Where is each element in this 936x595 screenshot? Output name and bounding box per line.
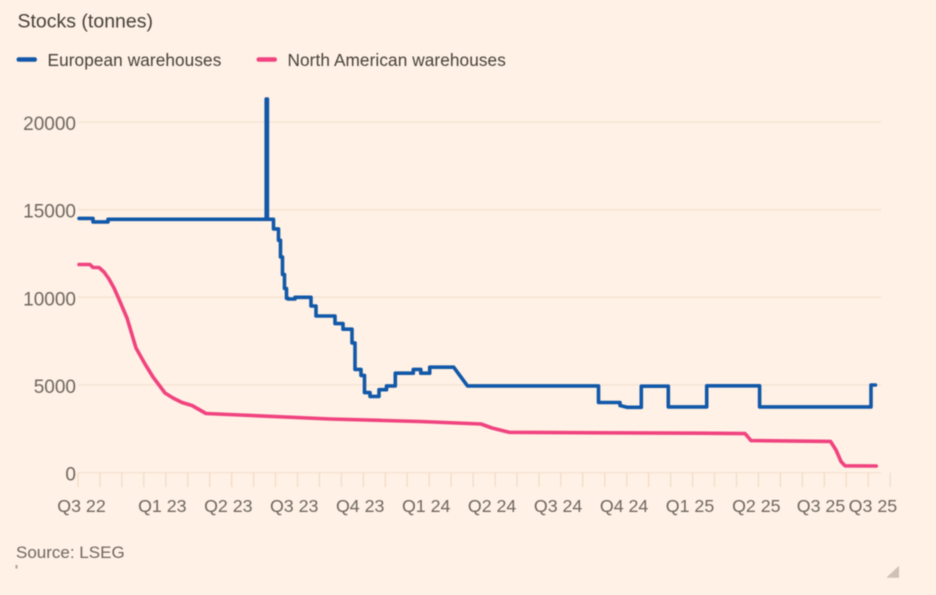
svg-text:Q1 24: Q1 24 <box>402 496 451 516</box>
svg-text:Q4 24: Q4 24 <box>600 496 649 516</box>
svg-text:Q2 25: Q2 25 <box>732 496 781 516</box>
svg-text:Q4 23: Q4 23 <box>336 496 385 516</box>
svg-text:Q1 25: Q1 25 <box>666 496 715 516</box>
svg-text:20000: 20000 <box>23 114 76 135</box>
svg-text:Q3 23: Q3 23 <box>270 496 319 516</box>
svg-text:Q3 25: Q3 25 <box>797 496 846 516</box>
svg-text:Q2 23: Q2 23 <box>204 496 253 516</box>
svg-text:5000: 5000 <box>34 377 76 398</box>
svg-text:Stocks (tonnes): Stocks (tonnes) <box>18 10 153 32</box>
svg-text:10000: 10000 <box>23 289 76 310</box>
svg-text:Q1 23: Q1 23 <box>138 496 187 516</box>
svg-text:Q3 25: Q3 25 <box>849 496 898 516</box>
svg-text:0: 0 <box>65 465 76 486</box>
svg-text:Source: LSEG: Source: LSEG <box>16 543 125 562</box>
svg-text:Q3 24: Q3 24 <box>534 496 583 516</box>
svg-text:15000: 15000 <box>23 202 76 223</box>
svg-text:Q2 24: Q2 24 <box>468 496 517 516</box>
svg-text:European warehouses: European warehouses <box>48 50 222 70</box>
svg-text:Q3 22: Q3 22 <box>57 496 105 516</box>
svg-text:North American warehouses: North American warehouses <box>288 50 506 70</box>
